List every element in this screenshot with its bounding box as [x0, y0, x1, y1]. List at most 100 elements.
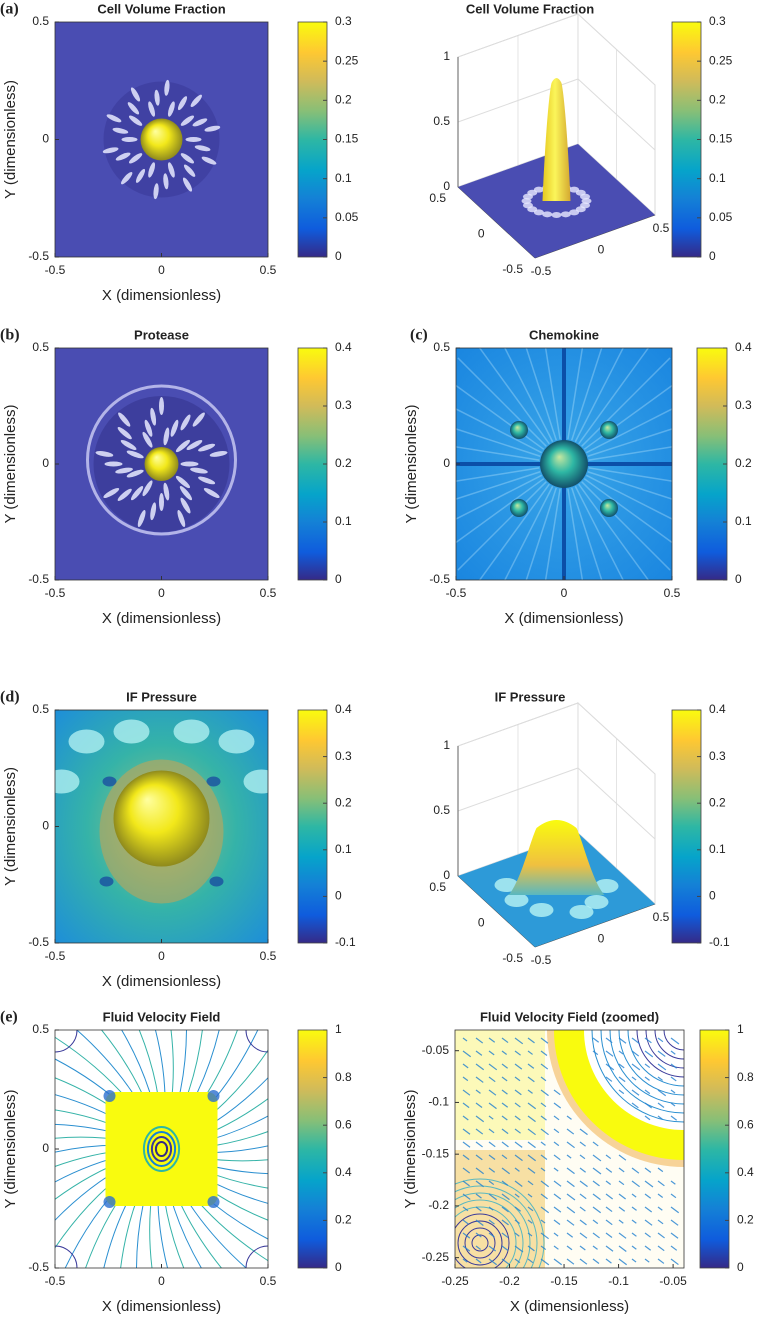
- arrow: [527, 1141, 536, 1149]
- arrow: [514, 1219, 520, 1224]
- arrow: [592, 1232, 600, 1239]
- bump: [192, 118, 208, 127]
- plot-image: [55, 710, 268, 943]
- corner-contour: [455, 1213, 510, 1268]
- arrow: [475, 1102, 483, 1109]
- arrow: [514, 1245, 524, 1253]
- arrow: [618, 1050, 624, 1055]
- colorbar-tick-label: 0: [335, 889, 342, 903]
- arrow: [540, 1141, 546, 1146]
- x-tick-label: 0: [158, 586, 165, 600]
- arrow: [475, 1050, 483, 1056]
- arrow: [514, 1232, 520, 1237]
- patch: [55, 769, 80, 794]
- y-tick-label: -0.5: [28, 249, 49, 263]
- arrow: [488, 1167, 496, 1173]
- arrow: [657, 1063, 667, 1071]
- bump: [175, 439, 191, 453]
- bump: [120, 440, 137, 450]
- arrow: [475, 1115, 485, 1123]
- plot-image: [456, 348, 672, 580]
- x-tick-label: 0: [158, 949, 165, 963]
- bump: [180, 153, 195, 164]
- colorbar-tick-label: 0.25: [335, 53, 359, 67]
- y-tick-label: 0.5: [32, 702, 49, 716]
- arrow: [657, 1258, 665, 1264]
- colorbar-tick-label: 0.2: [709, 93, 726, 107]
- x-tick-label: 0.5: [664, 586, 681, 600]
- streak: [456, 384, 545, 450]
- bump: [126, 450, 144, 459]
- bump: [560, 211, 571, 218]
- y-tick-label: -0.5: [28, 935, 49, 949]
- streak: [457, 481, 547, 571]
- arrow: [514, 1128, 521, 1134]
- streak: [585, 474, 672, 520]
- patch: [494, 878, 519, 892]
- patch: [529, 903, 554, 917]
- colorbar-tick-label: 0.2: [335, 1213, 352, 1227]
- bump: [190, 467, 208, 474]
- colorbar-tick-label: 0.4: [709, 702, 726, 716]
- arrow: [631, 1167, 640, 1174]
- arrow: [475, 1154, 483, 1161]
- bump: [192, 412, 205, 427]
- colorbar-tick-label: 0.1: [335, 171, 352, 185]
- arrow: [592, 1167, 602, 1175]
- arrow: [462, 1219, 469, 1225]
- streak: [581, 481, 671, 571]
- arrow: [605, 1063, 615, 1071]
- arrow: [475, 1063, 485, 1071]
- streak: [504, 348, 554, 443]
- corner-contour: [455, 1185, 538, 1268]
- arrow: [657, 1167, 664, 1173]
- arrow: [488, 1141, 496, 1148]
- arrow: [670, 1102, 676, 1107]
- arrow: [644, 1089, 651, 1095]
- arrow: [644, 1063, 651, 1069]
- arrow: [553, 1154, 561, 1161]
- bump: [148, 162, 156, 178]
- colorbar-tick-label: 0.1: [735, 514, 752, 528]
- arrow: [670, 1193, 677, 1199]
- core: [144, 447, 179, 481]
- arrow: [540, 1115, 547, 1121]
- arrow: [553, 1258, 563, 1266]
- arrow: [605, 1037, 613, 1044]
- streak: [544, 348, 561, 440]
- arrow: [670, 1232, 679, 1239]
- y-tick-label: -0.5: [502, 951, 523, 965]
- plot-image: [55, 22, 268, 257]
- panel-title: Fluid Velocity Field: [103, 1009, 221, 1024]
- arrow: [462, 1193, 471, 1200]
- arrow: [618, 1232, 627, 1239]
- bump: [148, 101, 156, 117]
- streak: [588, 467, 672, 482]
- colorbar-tick-label: 0.4: [335, 702, 352, 716]
- inner-contour: [150, 1136, 173, 1162]
- y-tick-label: 0.5: [429, 880, 446, 894]
- colorbar-tick-label: 0: [709, 889, 716, 903]
- bump: [183, 164, 196, 177]
- bump: [542, 211, 553, 218]
- arrow: [501, 1167, 510, 1175]
- z-tick-label: 0.5: [433, 803, 450, 817]
- arrow: [670, 1258, 679, 1266]
- arrow: [618, 1167, 625, 1173]
- arrow: [501, 1206, 509, 1213]
- arrow: [501, 1154, 508, 1160]
- arrow: [462, 1063, 469, 1069]
- arrow: [618, 1180, 625, 1186]
- bump: [180, 414, 191, 431]
- colorbar-tick-label: 0.4: [735, 340, 752, 354]
- colorbar-tick-label: 0.4: [335, 340, 352, 354]
- arrow: [566, 1206, 576, 1214]
- arrow: [644, 1206, 653, 1213]
- arrow: [501, 1232, 509, 1239]
- arrow: [488, 1050, 495, 1056]
- arrow: [488, 1037, 496, 1043]
- x-tick-label: 0: [158, 263, 165, 277]
- x-tick-label: 0: [561, 586, 568, 600]
- arrow: [527, 1037, 535, 1044]
- bump: [128, 115, 143, 126]
